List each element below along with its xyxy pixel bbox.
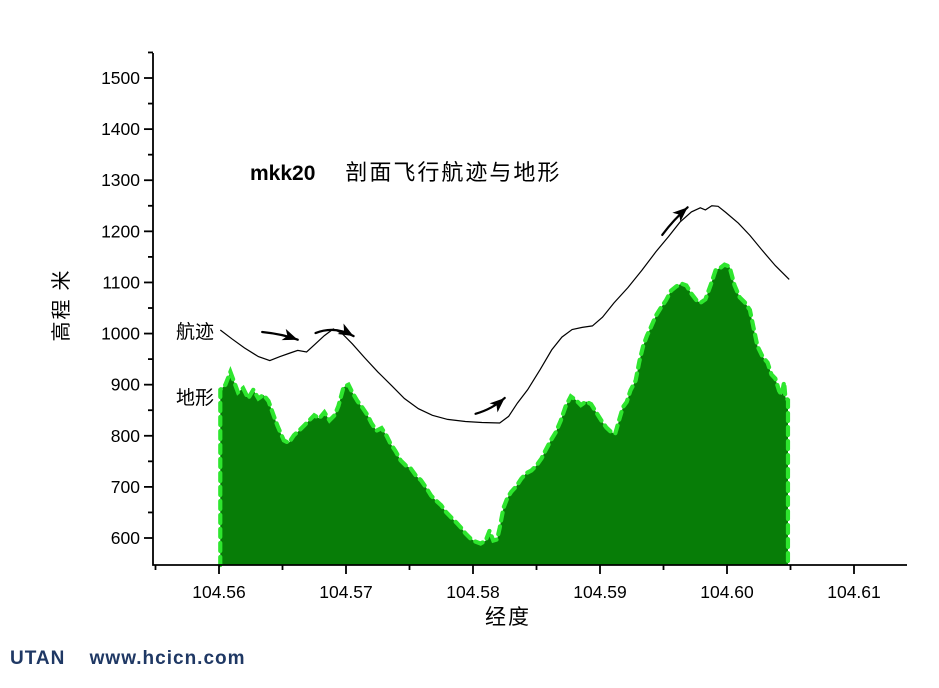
direction-arrow [314,323,355,338]
y-tick-label: 900 [111,375,140,395]
x-tick-label: 104.57 [319,582,373,602]
arrowhead-icon [672,207,688,222]
y-tick-label: 1100 [102,272,140,292]
footer-watermark: UTAN www.hcicn.com [10,648,246,670]
x-tick-label: 104.60 [700,582,754,602]
y-tick-label: 1000 [101,324,140,344]
chart-title: mkk20 剖面飞行航迹与地形 [250,155,561,187]
x-tick-label: 104.61 [827,582,881,602]
terrain-outline [218,262,791,568]
y-tick-label: 600 [111,528,140,548]
track-label: 航迹 [176,322,215,343]
arrowhead-icon [281,328,298,341]
terrain-label: 地形 [176,388,215,409]
y-tick-label: 800 [111,426,140,446]
y-axis-ticks: 600 700 800 900 1000 1100 1200 1300 1400 1500 [101,51,153,548]
y-tick-label: 1300 [101,170,140,190]
axis-frame [152,53,907,566]
y-tick-label: 1400 [101,119,140,139]
chart-title-text: 剖面飞行航迹与地形 [345,160,562,185]
x-tick-label: 104.56 [192,582,246,602]
x-tick-label: 104.58 [446,582,500,602]
direction-arrow [661,206,689,237]
flight-path-line [219,205,790,424]
y-tick-label: 1200 [101,221,140,241]
y-tick-label: 700 [111,477,140,497]
terrain-area [220,264,788,565]
x-tick-label: 104.59 [573,582,627,602]
footer-url: www.hcicn.com [89,648,246,669]
chart-title-id: mkk20 [250,162,316,185]
arrowhead-icon [489,397,505,413]
direction-arrow [474,396,506,415]
y-tick-label: 1500 [101,68,140,88]
arrowhead-icon [337,323,354,337]
x-axis-label: 经度 [485,605,531,629]
footer-brand: UTAN [10,648,66,669]
y-axis-label: 高程 米 [51,268,73,342]
direction-arrow [261,328,299,341]
x-axis-ticks: 104.56 104.57 104.58 104.59 104.60 104.61 [154,565,881,602]
